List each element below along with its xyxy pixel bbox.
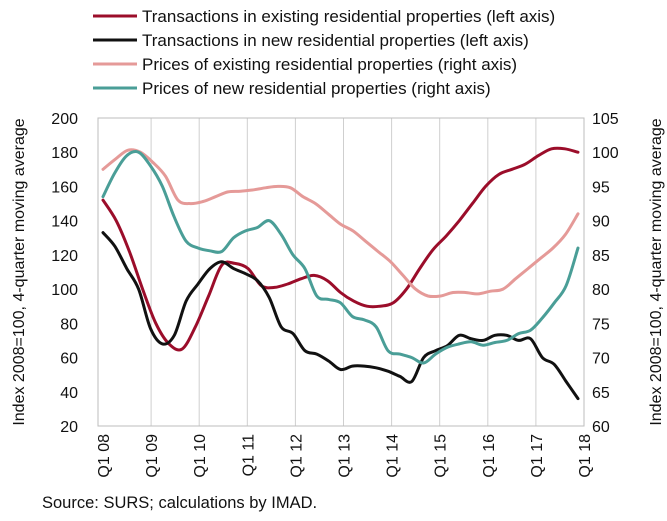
x-axis-tick-label: Q1 09: [144, 434, 161, 478]
x-axis-tick-label: Q1 08: [96, 434, 113, 478]
x-axis-tick-label: Q1 17: [529, 434, 546, 478]
right-axis-tick-label: 75: [592, 316, 610, 333]
right-axis-tick-label: 80: [592, 282, 610, 299]
x-axis-ticks: Q1 08 Q1 09 Q1 10 Q1 11 Q1 12 Q1 13 Q1 14 Q1 15…: [96, 434, 594, 478]
series-line-3: [101, 148, 580, 299]
right-axis-tick-label: 70: [592, 351, 610, 368]
right-axis-tick-label: 100: [592, 145, 619, 162]
left-axis-tick-label: 100: [51, 282, 78, 299]
right-axis-tick-label: 105: [592, 111, 619, 128]
left-axis-tick-label: 140: [51, 214, 78, 231]
chart-gridlines: [150, 118, 537, 426]
x-axis-tick-label: Q1 16: [481, 434, 498, 478]
left-axis-tick-label: 120: [51, 248, 78, 265]
right-axis-tick-label: 90: [592, 214, 610, 231]
left-axis-ticks: 20 40 60 80 100 120 140 160 180 200: [51, 111, 78, 436]
left-axis-tick-label: 200: [51, 111, 78, 128]
left-axis-tick-label: 40: [60, 385, 78, 402]
right-axis-tick-label: 60: [592, 419, 610, 436]
chart-series: [101, 146, 580, 401]
right-axis-tick-label: 95: [592, 179, 610, 196]
legend-label-2: Transactions in new residential properti…: [142, 31, 529, 50]
chart-legend: Transactions in existing residential pro…: [93, 7, 555, 98]
legend-label-3: Prices of existing residential propertie…: [142, 55, 517, 74]
source-note: Source: SURS; calculations by IMAD.: [42, 494, 317, 512]
series-line-4: [101, 150, 580, 365]
right-axis-title: Index 2008=100, 4-quarter moving average: [648, 118, 665, 425]
left-axis-tick-label: 60: [60, 351, 78, 368]
series-line-2: [101, 231, 580, 401]
left-axis-tick-label: 20: [60, 419, 78, 436]
right-axis-ticks: 60 65 70 75 80 85 90 95 100 105: [592, 111, 619, 436]
legend-label-4: Prices of new residential properties (ri…: [142, 79, 491, 98]
x-axis-tick-label: Q1 14: [385, 434, 402, 478]
series-line-1: [101, 146, 580, 352]
right-axis-tick-label: 85: [592, 248, 610, 265]
legend-label-1: Transactions in existing residential pro…: [142, 7, 555, 26]
x-axis-tick-label: Q1 10: [192, 434, 209, 478]
left-axis-tick-label: 160: [51, 179, 78, 196]
x-axis-tick-label: Q1 11: [240, 434, 257, 477]
left-axis-title: Index 2008=100, 4-quarter moving average: [11, 118, 28, 425]
right-axis-tick-label: 65: [592, 385, 610, 402]
x-axis-tick-label: Q1 15: [433, 434, 450, 478]
plot-area-frame: [97, 117, 585, 427]
left-axis-tick-label: 180: [51, 145, 78, 162]
left-axis-tick-label: 80: [60, 316, 78, 333]
x-axis-tick-label: Q1 13: [337, 434, 354, 478]
x-axis-tick-label: Q1 18: [577, 434, 594, 478]
x-axis-tick-label: Q1 12: [288, 434, 305, 478]
